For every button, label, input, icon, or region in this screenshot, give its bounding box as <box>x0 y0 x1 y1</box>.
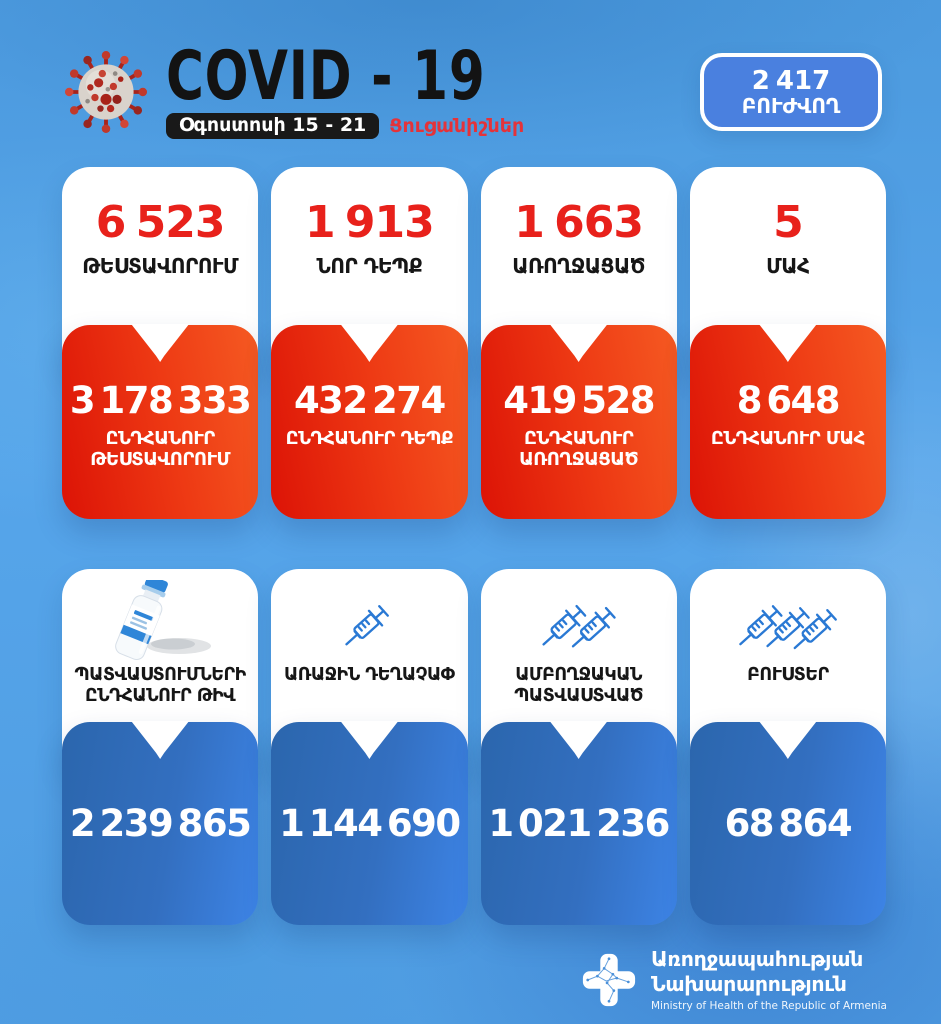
title-block: COVID - 19 Օգոստոսի 15 - 21 Ցուցանիշներ <box>166 42 586 139</box>
weekly-card-deaths: 5 ՄԱՀ 8 648 ԸՆԴՀԱՆՈՒՐ ՄԱՀ <box>689 167 886 519</box>
ministry-name-line1: Առողջապահության <box>651 947 864 971</box>
weekly-value: 1 663 <box>514 197 644 248</box>
total-panel: 419 528 ԸՆԴՀԱՆՈՒՐ ԱՌՈՂՋԱՑԱԾ <box>480 324 677 519</box>
weekly-label: ՄԱՀ <box>766 254 810 278</box>
vax-card-booster: ԲՈՒՍՏԵՐ 68 864 <box>689 569 886 925</box>
ministry-name: Առողջապահության Նախարարություն Ministry … <box>651 947 887 1012</box>
panel-notch <box>549 721 608 759</box>
treated-label: ԲՈՒԺՎՈՂ <box>741 94 841 119</box>
panel-notch <box>758 721 817 759</box>
weekly-value: 5 <box>773 197 804 248</box>
double-syringe-icon <box>525 569 633 665</box>
weekly-card-new-cases: 1 913 ՆՈՐ ԴԵՊՔ 432 274 ԸՆԴՀԱՆՈՒՐ ԴԵՊՔ <box>271 167 468 519</box>
vax-card-first-dose: ԱՌԱՋԻՆ ԴԵՂԱՉԱՓ 1 144 690 <box>271 569 468 925</box>
vax-card-total-vaccinations: ՊԱՏՎԱՍՏՈՒՄՆԵՐԻ ԸՆԴՀԱՆՈՒՐ ԹԻՎ 2 239 865 <box>62 569 259 925</box>
vax-label: ԱՄԲՈՂՋԱԿԱՆ ՊԱՏՎԱՍՏՎԱԾ <box>514 665 643 707</box>
coronavirus-icon <box>64 50 148 134</box>
weekly-stats-row: 6 523 ԹԵՍՏԱՎՈՐՈՒՄ 3 178 333 ԸՆԴՀԱՆՈՒՐ ԹԵ… <box>62 167 886 519</box>
panel-notch <box>340 721 399 759</box>
panel-notch <box>131 324 190 362</box>
weekly-value: 1 913 <box>304 197 435 248</box>
syringe-icon <box>328 569 410 665</box>
weekly-label: ԱՌՈՂՋԱՑԱԾ <box>512 254 645 278</box>
ministry-cross-logo-icon <box>582 953 636 1006</box>
vaccine-vial-icon <box>101 569 219 665</box>
page-title: COVID - 19 <box>166 37 486 116</box>
vaccination-stats-row: ՊԱՏՎԱՍՏՈՒՄՆԵՐԻ ԸՆԴՀԱՆՈՒՐ ԹԻՎ 2 239 865 <box>62 569 886 925</box>
treated-badge: 2 417 ԲՈՒԺՎՈՂ <box>700 53 882 131</box>
indicators-label: Ցուցանիշներ <box>389 114 525 137</box>
weekly-label: ՆՈՐ ԴԵՊՔ <box>316 254 423 278</box>
panel-notch <box>131 721 190 759</box>
total-label: ԸՆԴՀԱՆՈՒՐ ՄԱՀ <box>710 428 865 449</box>
total-value: 419 528 <box>503 379 655 422</box>
weekly-label: ԹԵՍՏԱՎՈՐՈՒՄ <box>82 254 239 278</box>
vax-value: 1 021 236 <box>488 802 670 845</box>
ministry-footer: Առողջապահության Նախարարություն Ministry … <box>580 947 887 1012</box>
total-value: 3 178 333 <box>69 379 252 422</box>
weekly-value: 6 523 <box>95 197 226 248</box>
total-label: ԸՆԴՀԱՆՈՒՐ ԹԵՍՏԱՎՈՐՈՒՄ <box>90 428 230 471</box>
total-panel: 3 178 333 ԸՆԴՀԱՆՈՒՐ ԹԵՍՏԱՎՈՐՈՒՄ <box>62 324 259 519</box>
vax-panel: 1 144 690 <box>271 721 468 925</box>
panel-notch <box>549 324 608 362</box>
panel-notch <box>340 324 399 362</box>
header: COVID - 19 Օգոստոսի 15 - 21 Ցուցանիշներ <box>60 42 586 142</box>
date-range-pill: Օգոստոսի 15 - 21 <box>166 112 380 139</box>
vax-value: 68 864 <box>724 802 853 845</box>
weekly-card-recovered: 1 663 ԱՌՈՂՋԱՑԱԾ 419 528 ԸՆԴՀԱՆՈՒՐ ԱՌՈՂՋԱ… <box>480 167 677 519</box>
total-panel: 432 274 ԸՆԴՀԱՆՈՒՐ ԴԵՊՔ <box>271 324 468 519</box>
total-label: ԸՆԴՀԱՆՈՒՐ ԱՌՈՂՋԱՑԱԾ <box>519 428 639 471</box>
vax-label: ԲՈՒՍՏԵՐ <box>747 665 829 685</box>
vax-value: 1 144 690 <box>279 802 461 845</box>
vax-label: ԱՌԱՋԻՆ ԴԵՂԱՉԱՓ <box>283 665 455 685</box>
total-panel: 8 648 ԸՆԴՀԱՆՈՒՐ ՄԱՀ <box>689 324 886 519</box>
vax-card-fully-vaccinated: ԱՄԲՈՂՋԱԿԱՆ ՊԱՏՎԱՍՏՎԱԾ 1 021 236 <box>480 569 677 925</box>
treated-count: 2 417 <box>751 65 831 96</box>
weekly-card-tests: 6 523 ԹԵՍՏԱՎՈՐՈՒՄ 3 178 333 ԸՆԴՀԱՆՈՒՐ ԹԵ… <box>62 167 259 519</box>
date-row: Օգոստոսի 15 - 21 Ցուցանիշներ <box>166 112 586 139</box>
total-value: 8 648 <box>736 379 841 422</box>
total-label: ԸՆԴՀԱՆՈՒՐ ԴԵՊՔ <box>285 428 454 449</box>
ministry-name-english: Ministry of Health of the Republic of Ar… <box>651 1000 887 1012</box>
panel-notch <box>758 324 817 362</box>
vax-panel: 2 239 865 <box>62 721 259 925</box>
vax-panel: 68 864 <box>689 721 886 925</box>
total-value: 432 274 <box>293 379 446 422</box>
triple-syringe-icon <box>722 569 854 665</box>
vax-panel: 1 021 236 <box>480 721 677 925</box>
vax-label: ՊԱՏՎԱՍՏՈՒՄՆԵՐԻ ԸՆԴՀԱՆՈՒՐ ԹԻՎ <box>74 665 246 707</box>
vax-value: 2 239 865 <box>69 802 252 845</box>
ministry-name-line2: Նախարարություն <box>651 972 847 996</box>
